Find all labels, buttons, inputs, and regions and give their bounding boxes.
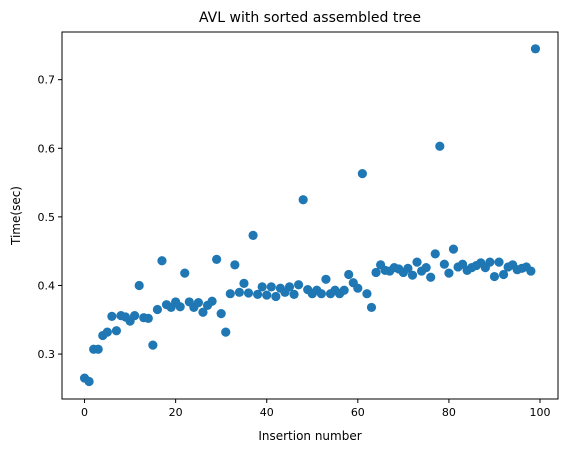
data-point bbox=[207, 296, 217, 306]
data-point bbox=[298, 195, 308, 205]
data-point bbox=[430, 249, 440, 259]
data-point bbox=[353, 283, 363, 293]
data-point bbox=[130, 311, 140, 321]
data-point bbox=[257, 282, 267, 292]
chart-title: AVL with sorted assembled tree bbox=[199, 10, 421, 26]
x-tick-label: 20 bbox=[169, 406, 183, 419]
data-point bbox=[526, 266, 536, 276]
y-tick-label: 0.6 bbox=[38, 142, 56, 155]
data-point bbox=[134, 280, 144, 291]
data-point bbox=[243, 288, 254, 298]
points-layer bbox=[79, 44, 541, 387]
data-point bbox=[248, 230, 258, 240]
data-point bbox=[111, 326, 122, 336]
data-point bbox=[230, 260, 240, 270]
data-point bbox=[143, 313, 153, 323]
data-point bbox=[439, 259, 449, 269]
data-point bbox=[362, 289, 372, 299]
data-point bbox=[485, 257, 495, 267]
x-axis: 0 20 40 60 80 100 bbox=[81, 399, 551, 419]
data-point bbox=[498, 269, 509, 280]
data-point bbox=[357, 169, 367, 179]
data-point bbox=[412, 257, 422, 267]
data-point bbox=[371, 267, 381, 278]
data-point bbox=[212, 254, 222, 264]
data-point bbox=[180, 268, 190, 278]
data-point bbox=[198, 307, 208, 317]
data-point bbox=[489, 271, 500, 282]
data-point bbox=[316, 289, 326, 299]
y-tick-label: 0.5 bbox=[38, 211, 56, 224]
data-point bbox=[435, 141, 445, 151]
data-point bbox=[403, 263, 413, 273]
data-point bbox=[271, 291, 281, 302]
data-point bbox=[175, 302, 185, 312]
x-axis-label: Insertion number bbox=[258, 429, 361, 443]
data-point bbox=[157, 256, 167, 266]
data-point bbox=[321, 274, 331, 284]
data-point bbox=[289, 289, 299, 299]
x-tick-label: 40 bbox=[260, 406, 274, 419]
data-point bbox=[426, 272, 436, 282]
y-axis: 0.3 0.4 0.5 0.6 0.7 bbox=[38, 74, 62, 361]
data-point bbox=[225, 289, 235, 299]
x-tick-label: 80 bbox=[442, 406, 456, 419]
y-tick-label: 0.7 bbox=[38, 74, 56, 87]
data-point bbox=[266, 282, 276, 292]
x-tick-label: 100 bbox=[530, 406, 551, 419]
data-point bbox=[93, 344, 103, 354]
data-point bbox=[421, 263, 431, 273]
data-point bbox=[84, 376, 94, 387]
data-point bbox=[294, 280, 304, 290]
data-point bbox=[284, 282, 295, 292]
data-point bbox=[494, 257, 504, 267]
data-point bbox=[339, 285, 349, 295]
plot-frame bbox=[61, 31, 559, 400]
data-point bbox=[107, 311, 117, 321]
data-point bbox=[366, 302, 377, 313]
data-point bbox=[448, 244, 459, 254]
data-point bbox=[444, 268, 454, 278]
data-point bbox=[239, 278, 249, 289]
data-point bbox=[221, 327, 231, 337]
data-point bbox=[193, 298, 204, 308]
y-axis-label: Time(sec) bbox=[9, 186, 23, 246]
data-point bbox=[152, 304, 163, 315]
x-tick-label: 0 bbox=[81, 406, 88, 419]
data-point bbox=[530, 44, 541, 54]
y-tick-label: 0.4 bbox=[38, 279, 56, 292]
data-point bbox=[344, 269, 354, 280]
data-point bbox=[253, 289, 263, 299]
data-point bbox=[262, 290, 272, 300]
data-point bbox=[102, 327, 112, 337]
data-point bbox=[216, 309, 226, 319]
data-point bbox=[407, 270, 418, 280]
x-tick-label: 60 bbox=[351, 406, 365, 419]
data-point bbox=[234, 287, 244, 297]
data-point bbox=[148, 340, 158, 350]
y-tick-label: 0.3 bbox=[38, 348, 56, 361]
